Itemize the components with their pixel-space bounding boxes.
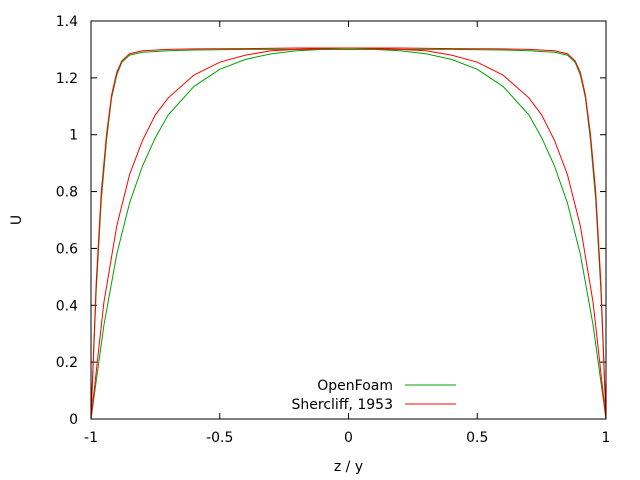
x-tick-label: -0.5	[206, 430, 233, 446]
series-1-curve-1	[90, 47, 607, 420]
series-layer	[90, 47, 607, 420]
legend-label: Shercliff, 1953	[292, 397, 393, 413]
axis-ticks: -1 -0.5 0 0.5 1 0 0.2 0.4 0.6 0.8 1 1.2 1.4	[56, 14, 611, 446]
y-tick-label: 0	[69, 412, 78, 428]
series-0-curve-1	[90, 48, 607, 420]
x-tick-label: 0	[344, 430, 353, 446]
y-tick-label: 1	[69, 128, 78, 144]
plot-frame	[90, 20, 607, 420]
y-tick-label: 0.4	[56, 298, 78, 314]
y-tick-label: 1.4	[56, 14, 78, 30]
legend-label: OpenFoam	[317, 378, 393, 394]
y-tick-label: 0.8	[56, 185, 78, 201]
x-tick-label: 1	[602, 430, 611, 446]
x-axis-label: z / y	[334, 459, 363, 475]
y-axis-label: U	[9, 215, 25, 225]
x-tick-label: -1	[84, 430, 98, 446]
y-tick-label: 1.2	[56, 71, 78, 87]
x-tick-label: 0.5	[466, 430, 488, 446]
legend: OpenFoam Shercliff, 1953	[292, 378, 456, 413]
y-tick-label: 0.2	[56, 355, 78, 371]
y-tick-label: 0.6	[56, 241, 78, 257]
